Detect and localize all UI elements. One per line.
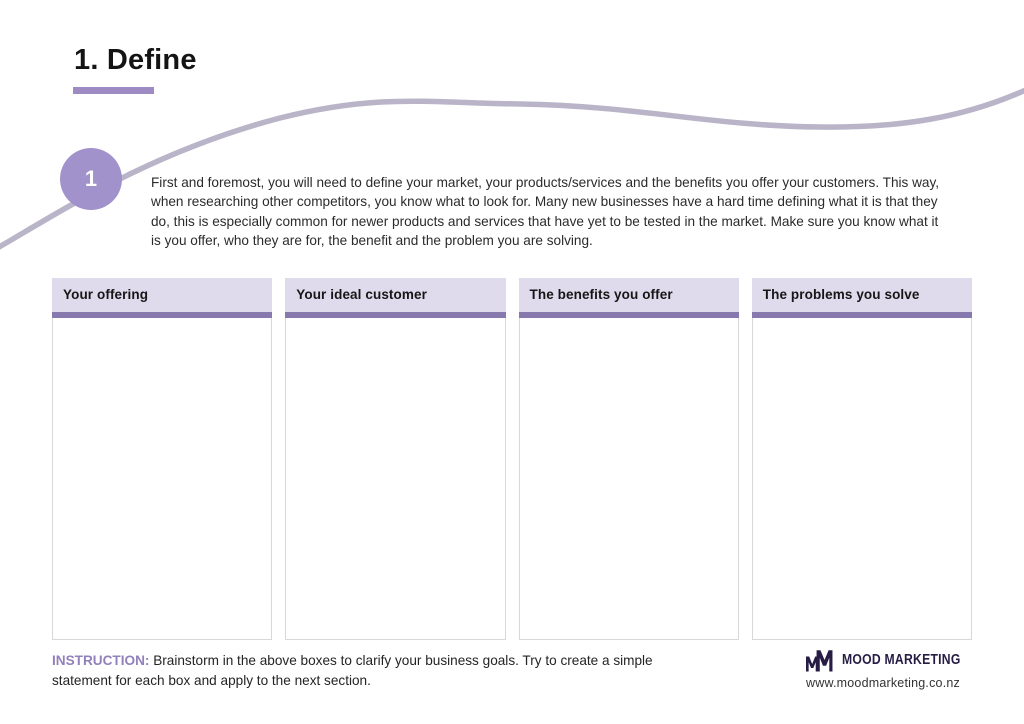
box-input-area-ideal-customer[interactable] [285,318,506,640]
box-header-accent-bar [751,312,972,318]
instruction-text: INSTRUCTION: Brainstorm in the above box… [52,651,710,691]
brainstorm-boxes-row: Your offering Your ideal customer The be… [52,278,972,640]
box-benefits: The benefits you offer [518,278,739,640]
instruction-label: INSTRUCTION: [52,653,150,668]
box-header-benefits: The benefits you offer [518,278,739,312]
instruction-body: Brainstorm in the above boxes to clarify… [52,653,653,689]
box-header-accent-bar [518,312,739,318]
step-number-badge: 1 [60,148,122,210]
box-input-area-problems[interactable] [751,318,972,640]
brand-logo-row: MOOD MARKETING [806,648,976,672]
step-number: 1 [84,166,98,191]
box-your-offering: Your offering [52,278,273,640]
box-header-problems: The problems you solve [751,278,972,312]
page-title: 1. Define [74,44,197,76]
box-input-area-your-offering[interactable] [52,318,273,640]
website-link[interactable]: www.moodmarketing.co.nz [806,676,960,690]
box-header-accent-bar [52,312,273,318]
intro-paragraph: First and foremost, you will need to def… [151,175,940,249]
box-header-ideal-customer: Your ideal customer [285,278,506,312]
box-header-accent-bar [285,312,506,318]
box-problems: The problems you solve [751,278,972,640]
box-ideal-customer: Your ideal customer [285,278,506,640]
box-input-area-benefits[interactable] [518,318,739,640]
title-underline-accent [73,87,154,94]
mood-marketing-logo-icon [806,650,833,672]
footer-brand: MOOD MARKETING www.moodmarketing.co.nz [806,648,976,692]
box-header-your-offering: Your offering [52,278,273,312]
brand-name: MOOD MARKETING [842,652,961,668]
